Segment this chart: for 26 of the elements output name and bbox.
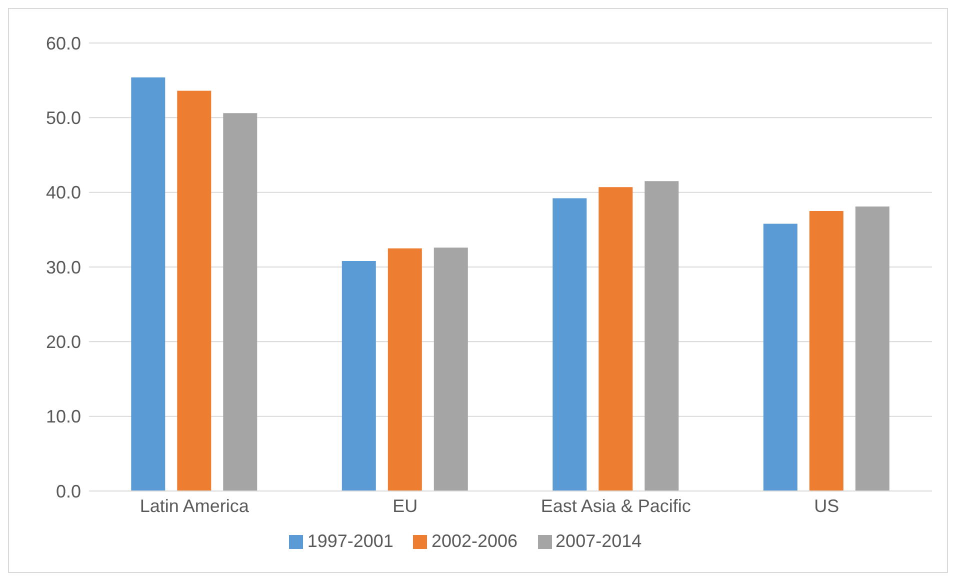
y-tick-label: 10.0 bbox=[46, 406, 81, 427]
legend-label: 1997-2001 bbox=[307, 531, 394, 551]
legend-label: 2002-2006 bbox=[431, 531, 518, 551]
y-tick-label: 20.0 bbox=[46, 332, 81, 352]
bar bbox=[131, 77, 166, 491]
legend-label: 2007-2014 bbox=[556, 531, 642, 551]
bar bbox=[342, 261, 376, 491]
x-tick-label: EU bbox=[392, 496, 418, 516]
bar bbox=[644, 181, 679, 491]
y-tick-label: 60.0 bbox=[46, 33, 81, 54]
bar bbox=[223, 113, 258, 491]
bar bbox=[434, 248, 468, 491]
y-tick-label: 40.0 bbox=[46, 182, 81, 203]
bar bbox=[809, 211, 844, 491]
bar bbox=[552, 198, 587, 491]
y-tick-label: 50.0 bbox=[46, 108, 81, 128]
bar bbox=[388, 248, 422, 491]
y-tick-label: 30.0 bbox=[46, 257, 81, 278]
x-tick-label: East Asia & Pacific bbox=[540, 496, 691, 516]
bar bbox=[763, 224, 798, 491]
bar bbox=[598, 187, 633, 491]
y-tick-label: 0.0 bbox=[56, 481, 81, 502]
x-tick-label: Latin America bbox=[140, 496, 250, 516]
bar bbox=[177, 90, 212, 491]
bar bbox=[855, 206, 890, 491]
x-tick-label: US bbox=[814, 496, 840, 516]
